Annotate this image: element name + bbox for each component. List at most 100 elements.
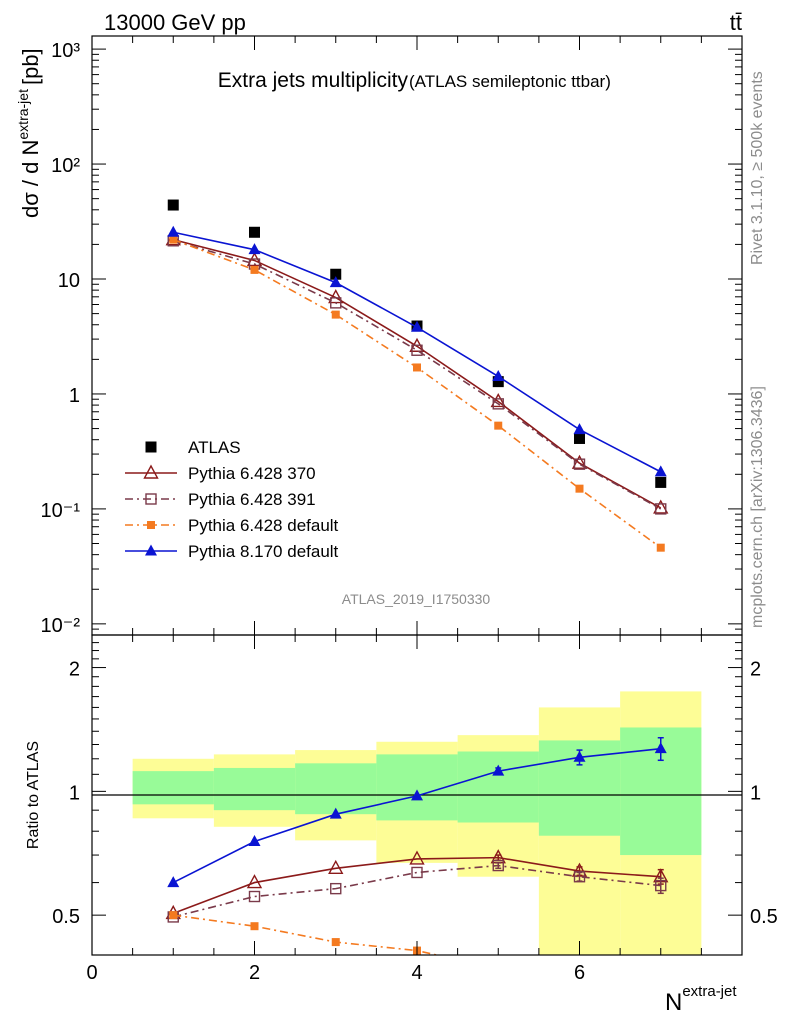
data-point — [167, 225, 180, 237]
y-tick-label: 10⁻¹ — [41, 500, 81, 522]
y-label-sup: extra-jet — [15, 89, 31, 140]
x-label-sup: extra-jet — [682, 983, 737, 1000]
series-line — [173, 238, 662, 509]
chart-subtitle: (ATLAS semileptonic ttbar) — [409, 72, 611, 91]
data-point — [492, 764, 505, 776]
data-point — [250, 265, 259, 274]
y-tick-label: 10² — [51, 155, 80, 177]
data-point — [248, 835, 261, 847]
ratio-y-tick-label: 1 — [69, 782, 80, 804]
green-band — [295, 763, 377, 815]
ratio-y-tick-label: 0.5 — [52, 906, 80, 928]
data-point — [328, 859, 344, 874]
x-tick-label: 2 — [249, 962, 260, 984]
data-point — [573, 423, 586, 435]
data-point — [653, 499, 669, 514]
x-axis-label: Nextra-jet — [665, 983, 737, 1016]
mcplots-note: mcplots.cern.ch [arXiv:1306.3436] — [749, 386, 766, 628]
data-point — [329, 807, 342, 819]
data-point — [492, 369, 505, 381]
data-point — [329, 276, 342, 288]
data-point — [573, 750, 586, 762]
legend-marker — [145, 441, 157, 453]
series-pythia-8-170-default — [167, 225, 667, 477]
series-pythia-8-170-default — [167, 737, 667, 888]
legend-item: Pythia 6.428 default — [125, 516, 339, 535]
data-point — [492, 398, 504, 410]
data-point — [490, 393, 506, 408]
data-point — [413, 363, 421, 372]
legend-marker — [145, 544, 157, 556]
legend-item: Pythia 6.428 370 — [125, 464, 316, 483]
legend-label: Pythia 6.428 default — [188, 516, 339, 535]
data-point — [654, 742, 667, 754]
data-point — [492, 376, 504, 388]
data-point — [655, 476, 667, 488]
legend-label: Pythia 6.428 391 — [188, 490, 316, 509]
legend-item: Pythia 8.170 default — [125, 542, 339, 561]
data-point — [250, 922, 259, 931]
analysis-tag: ATLAS_2019_I1750330 — [342, 591, 491, 607]
legend-marker — [143, 464, 159, 479]
legend-item: Pythia 6.428 391 — [125, 490, 316, 509]
legend-label: ATLAS — [188, 438, 241, 457]
data-point — [575, 484, 584, 493]
data-point — [248, 890, 261, 903]
data-point — [492, 859, 504, 872]
svg-text:dσ / d Nextra-jet[pb]: dσ / d Nextra-jet [pb] — [15, 48, 43, 218]
data-point — [573, 871, 586, 883]
data-point — [249, 226, 260, 238]
data-point — [573, 458, 586, 470]
data-point — [411, 866, 423, 879]
data-point — [169, 235, 178, 244]
legend-marker — [145, 493, 157, 505]
main-y-axis-label: dσ / d Nextra-jet [pb] — [15, 48, 43, 218]
data-point — [330, 882, 342, 895]
x-label-main: N — [665, 989, 682, 1016]
process-label: tt̄ — [730, 10, 742, 35]
ratio-y-tick-label: 2 — [69, 659, 80, 681]
data-point — [330, 268, 342, 280]
main-plot-content — [165, 199, 669, 552]
data-point — [246, 874, 263, 889]
ratio-axes: 0.5 0.5 1 1 2 2 0 2 4 6 — [52, 634, 778, 984]
data-point — [331, 310, 340, 319]
legend-label: Pythia 6.428 370 — [188, 464, 316, 483]
data-point — [411, 789, 423, 801]
ratio-panel: 0.5 0.5 1 1 2 2 0 2 4 6 Ratio to ATLAS Nextra-jet — [25, 634, 778, 1016]
y-tick-label: 10 — [58, 270, 80, 292]
data-point — [409, 850, 425, 865]
x-tick-label: 0 — [86, 962, 97, 984]
green-band — [132, 771, 214, 805]
ratio-y-tick-label: 2 — [750, 659, 761, 681]
data-point — [411, 320, 423, 332]
uncertainty-bands — [132, 691, 702, 955]
ratio-y-axis-label: Ratio to ATLAS — [25, 741, 42, 849]
data-point — [656, 543, 665, 552]
chart-title: Extra jets multiplicity — [218, 69, 409, 92]
data-point — [494, 421, 503, 430]
y-label-main: dσ / d N — [18, 140, 43, 218]
green-band — [213, 767, 296, 811]
ratio-y-tick-label: 1 — [750, 782, 761, 804]
data-point — [169, 911, 178, 920]
series-line — [173, 231, 662, 473]
series-line — [173, 240, 662, 510]
data-point — [655, 503, 667, 515]
legend: ATLAS Pythia 6.428 370 Pythia 6.428 391 Pyt… — [125, 438, 339, 561]
energy-label: 13000 GeV pp — [104, 10, 246, 35]
series-pythia-6-428-default — [169, 235, 665, 552]
data-point — [411, 344, 423, 356]
series-pythia-6-428-default — [169, 911, 441, 955]
data-point — [654, 465, 667, 477]
data-point — [331, 938, 340, 947]
data-point — [574, 432, 585, 444]
ratio-y-tick-label: 0.5 — [750, 906, 778, 928]
data-point — [167, 876, 180, 888]
rivet-note: Rivet 3.1.10, ≥ 500k events — [749, 71, 766, 265]
y-tick-label: 10³ — [51, 40, 80, 62]
ratio-plot-content — [165, 737, 669, 955]
data-point — [248, 243, 261, 255]
main-axes: 10⁻² 10⁻¹ 1 10 10² 10³ — [41, 36, 743, 637]
